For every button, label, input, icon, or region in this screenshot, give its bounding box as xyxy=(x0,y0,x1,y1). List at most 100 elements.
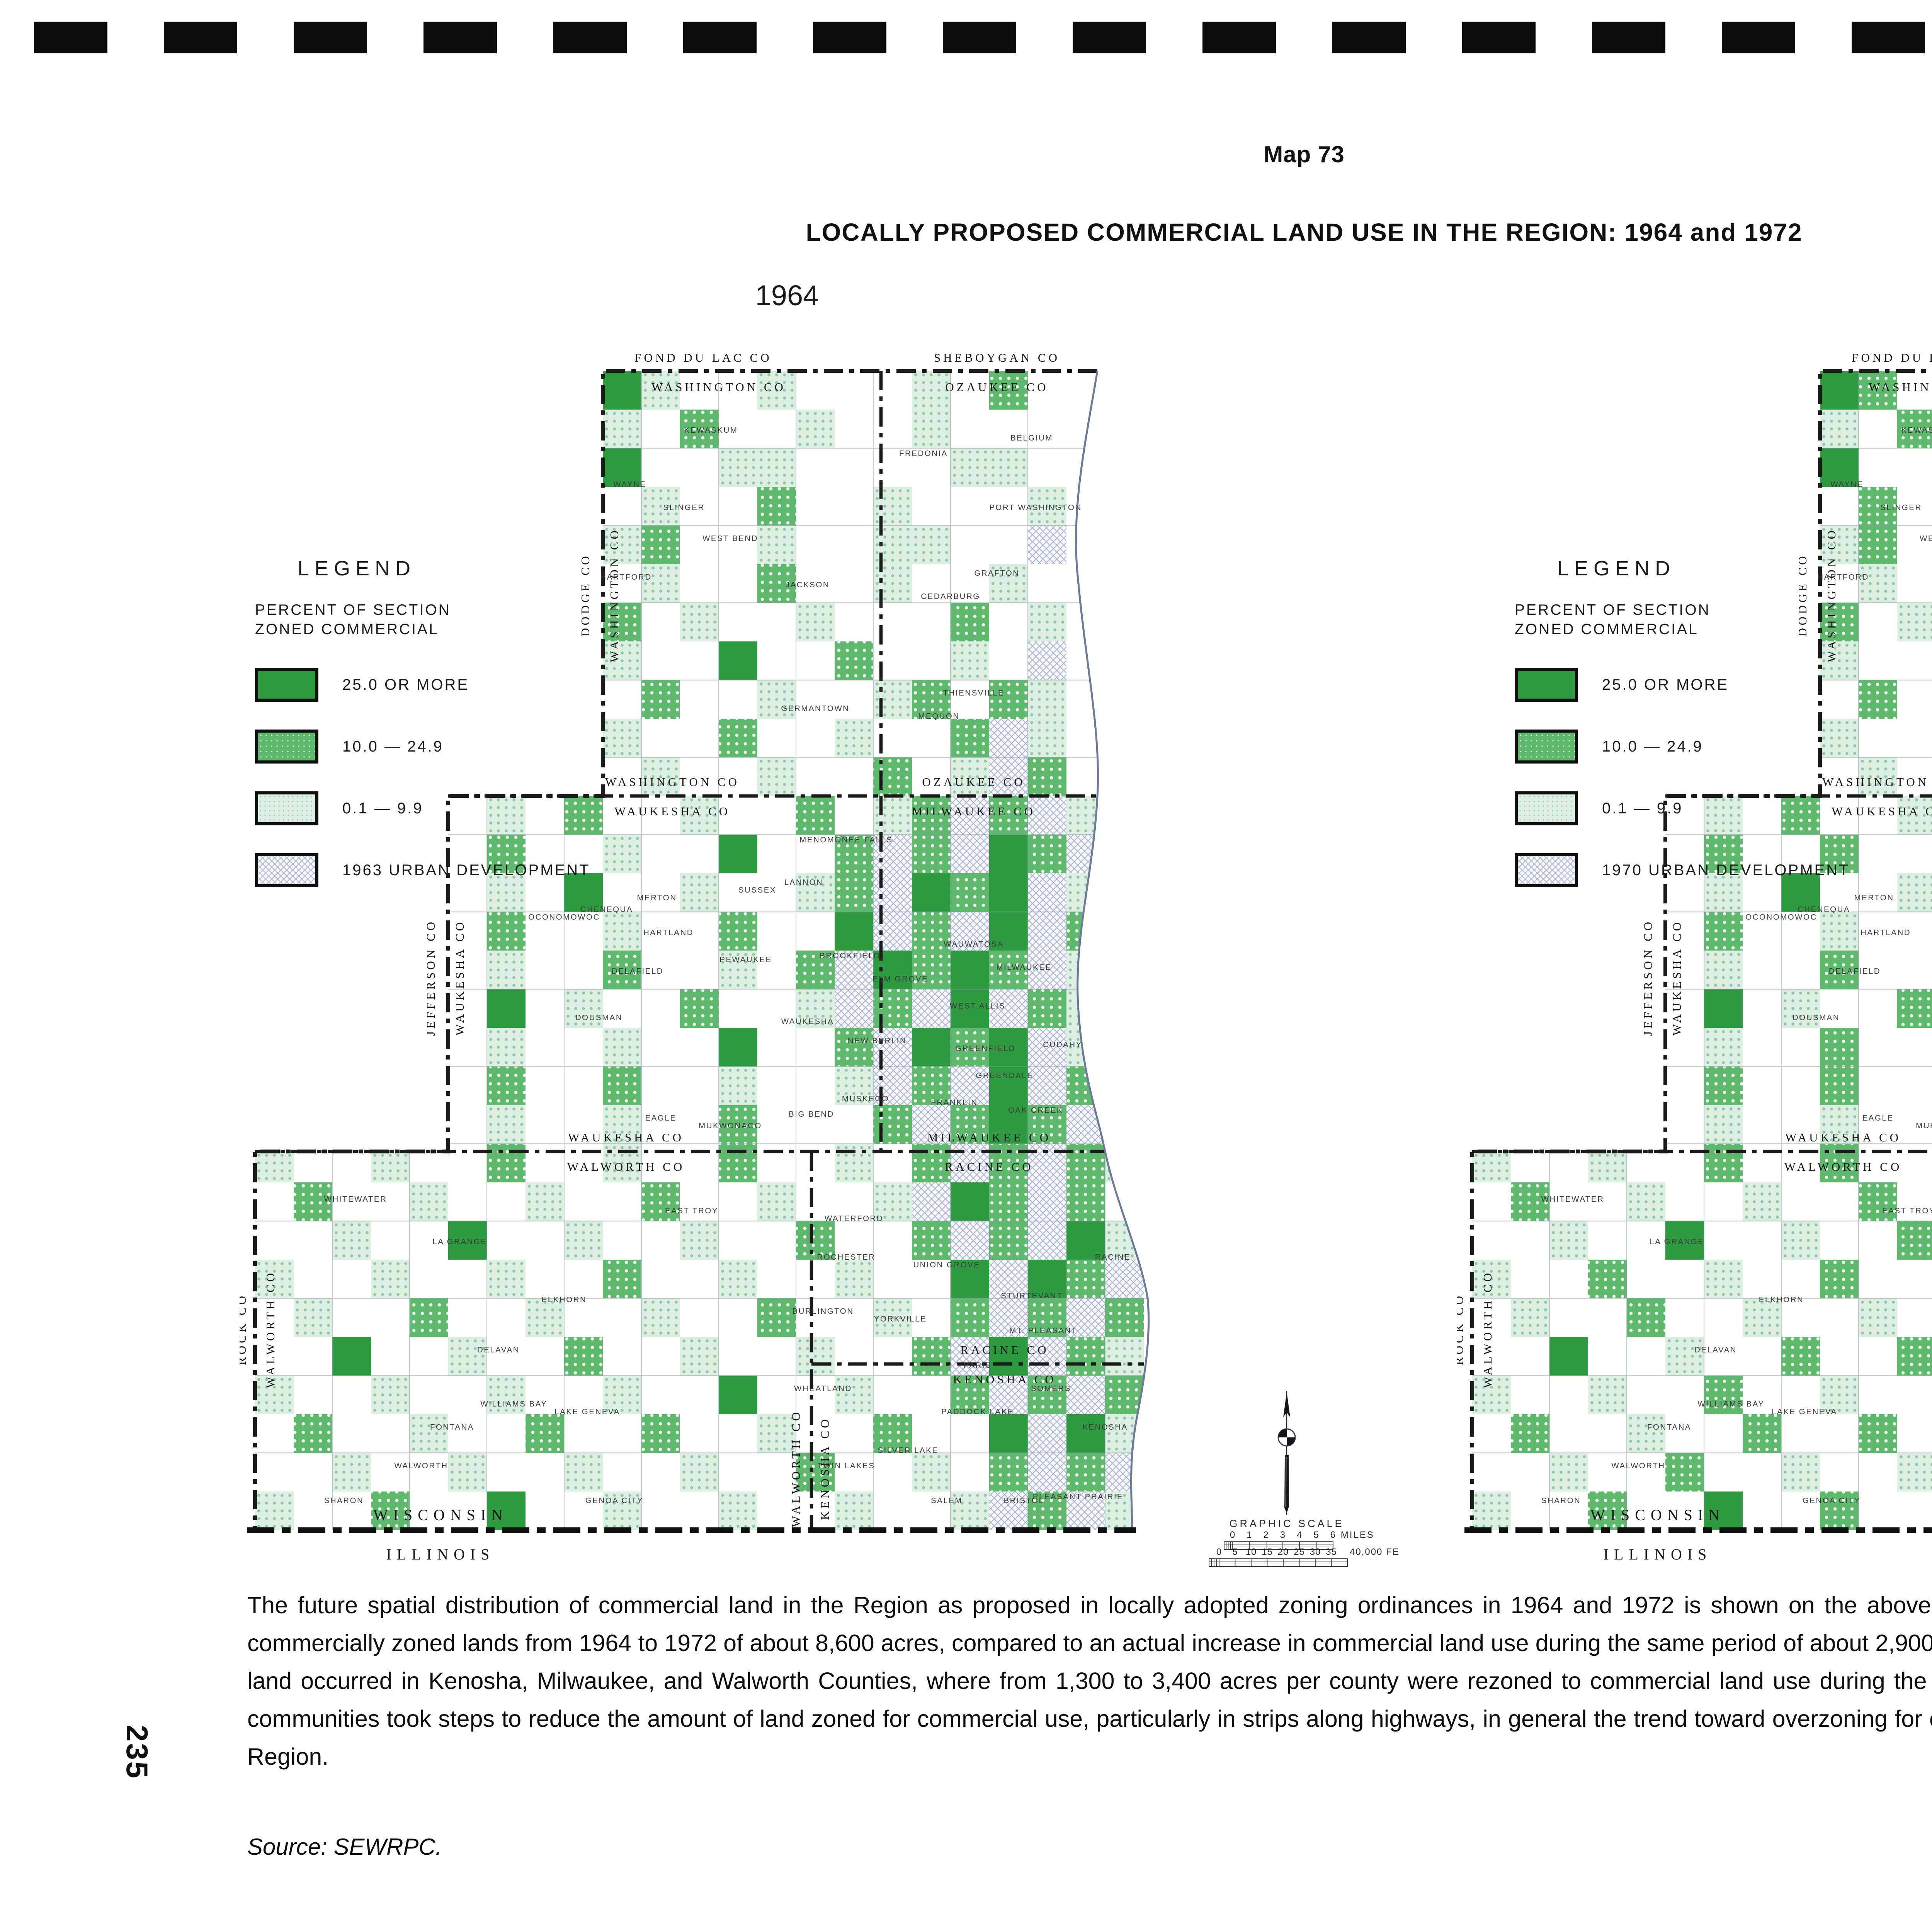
svg-text:KEWASKUM: KEWASKUM xyxy=(1901,426,1932,435)
svg-text:ELKHORN: ELKHORN xyxy=(542,1295,587,1304)
legend-subheading-line2: ZONED COMMERCIAL xyxy=(1515,621,1699,638)
svg-text:OCONOMOWOC: OCONOMOWOC xyxy=(1745,913,1817,922)
svg-text:WALWORTH CO: WALWORTH CO xyxy=(1784,1160,1902,1173)
svg-text:MUSKEGO: MUSKEGO xyxy=(842,1094,889,1103)
svg-text:LA GRANGE: LA GRANGE xyxy=(433,1237,487,1246)
legend-row: 1970 URBAN DEVELOPMENT xyxy=(1515,853,1909,887)
svg-text:WAUKESHA: WAUKESHA xyxy=(781,1017,834,1026)
svg-text:MUKWONAGO: MUKWONAGO xyxy=(1916,1121,1932,1130)
svg-text:WAUKESHA CO: WAUKESHA CO xyxy=(1670,920,1684,1036)
svg-text:JACKSON: JACKSON xyxy=(786,580,830,589)
map-number: Map 73 xyxy=(1264,141,1345,167)
svg-text:MUKWONAGO: MUKWONAGO xyxy=(699,1121,762,1130)
svg-text:5: 5 xyxy=(1313,1530,1319,1540)
svg-text:GREENDALE: GREENDALE xyxy=(976,1071,1034,1080)
svg-text:35: 35 xyxy=(1326,1547,1337,1557)
svg-text:WHITEWATER: WHITEWATER xyxy=(324,1195,387,1204)
legend-label-10-24: 10.0 — 24.9 xyxy=(342,738,444,755)
legend-label-urban-1963: 1963 URBAN DEVELOPMENT xyxy=(342,861,590,879)
svg-text:WALWORTH CO: WALWORTH CO xyxy=(264,1270,277,1388)
svg-text:MEQUON: MEQUON xyxy=(918,712,959,721)
svg-text:BRISTOL: BRISTOL xyxy=(1004,1496,1044,1505)
svg-text:SLINGER: SLINGER xyxy=(1880,503,1922,512)
legend-swatch-urban-1970 xyxy=(1515,853,1578,887)
legend-row: 0.1 — 9.9 xyxy=(255,791,649,825)
svg-text:DOUSMAN: DOUSMAN xyxy=(575,1013,622,1022)
svg-text:MILWAUKEE: MILWAUKEE xyxy=(996,963,1051,972)
svg-text:BIG BEND: BIG BEND xyxy=(789,1110,834,1119)
svg-text:WAUWATOSA: WAUWATOSA xyxy=(944,940,1004,949)
binder-holes xyxy=(34,22,1932,53)
svg-text:FRANKLIN: FRANKLIN xyxy=(931,1098,978,1107)
svg-text:HARTLAND: HARTLAND xyxy=(643,928,694,937)
svg-text:KENOSHA CO: KENOSHA CO xyxy=(953,1372,1056,1386)
svg-text:2: 2 xyxy=(1263,1530,1269,1540)
svg-text:BELGIUM: BELGIUM xyxy=(1010,434,1053,442)
legend-label-25-or-more: 25.0 OR MORE xyxy=(342,676,469,693)
legend-subheading-line2: ZONED COMMERCIAL xyxy=(255,621,439,638)
svg-text:ROCK CO: ROCK CO xyxy=(240,1293,248,1365)
svg-text:WAUKESHA CO: WAUKESHA CO xyxy=(1832,804,1932,818)
svg-text:0: 0 xyxy=(1230,1530,1235,1540)
svg-text:0: 0 xyxy=(1216,1547,1222,1557)
svg-text:40,000 FEET: 40,000 FEET xyxy=(1350,1547,1399,1557)
svg-text:DELAVAN: DELAVAN xyxy=(477,1345,520,1354)
svg-text:CHENEQUA: CHENEQUA xyxy=(580,905,633,914)
svg-text:ILLINOIS: ILLINOIS xyxy=(386,1546,495,1563)
svg-text:SILVER LAKE: SILVER LAKE xyxy=(878,1446,938,1455)
svg-text:KEWASKUM: KEWASKUM xyxy=(684,426,738,435)
svg-text:KENOSHA: KENOSHA xyxy=(1082,1423,1128,1432)
title-block: Map 73 LOCALLY PROPOSED COMMERCIAL LAND … xyxy=(247,141,1932,247)
svg-text:PARIS: PARIS xyxy=(964,1361,992,1370)
legend-heading: LEGEND xyxy=(1557,557,1676,580)
svg-text:GENOA CITY: GENOA CITY xyxy=(585,1496,643,1505)
svg-text:OZAUKEE CO: OZAUKEE CO xyxy=(945,380,1048,394)
legend-swatch-10-24 xyxy=(255,730,318,764)
svg-text:DELAVAN: DELAVAN xyxy=(1694,1345,1737,1354)
svg-text:WALWORTH: WALWORTH xyxy=(394,1461,448,1470)
svg-text:OAK CREEK: OAK CREEK xyxy=(1008,1106,1063,1115)
legend-row: 10.0 — 24.9 xyxy=(1515,730,1909,764)
svg-text:ROCHESTER: ROCHESTER xyxy=(817,1253,875,1262)
legend-label-0-9: 0.1 — 9.9 xyxy=(1602,799,1683,817)
choropleth-map-1964: FOND DU LAC CO SHEBOYGAN CO WASHINGTON CO O… xyxy=(240,351,1150,1563)
svg-text:GRAPHIC SCALE: GRAPHIC SCALE xyxy=(1229,1518,1344,1529)
svg-text:CUDAHY: CUDAHY xyxy=(1043,1040,1082,1049)
svg-text:FREDONIA: FREDONIA xyxy=(899,449,948,458)
svg-text:SHARON: SHARON xyxy=(1541,1496,1581,1505)
svg-text:1: 1 xyxy=(1247,1530,1252,1540)
svg-text:MERTON: MERTON xyxy=(637,893,677,902)
svg-text:JEFFERSON CO: JEFFERSON CO xyxy=(1641,919,1655,1036)
svg-text:FONTANA: FONTANA xyxy=(430,1423,474,1432)
svg-text:BURLINGTON: BURLINGTON xyxy=(792,1307,854,1316)
map-panel-1964: FOND DU LAC CO SHEBOYGAN CO WASHINGTON CO O… xyxy=(240,340,1194,1577)
svg-text:5: 5 xyxy=(1232,1547,1238,1557)
svg-text:WHITEWATER: WHITEWATER xyxy=(1541,1195,1604,1204)
svg-text:CEDARBURG: CEDARBURG xyxy=(921,592,980,601)
legend-row: 25.0 OR MORE xyxy=(1515,668,1909,702)
svg-text:GREENFIELD: GREENFIELD xyxy=(955,1044,1015,1053)
svg-text:WHEATLAND: WHEATLAND xyxy=(794,1384,852,1393)
svg-text:LA GRANGE: LA GRANGE xyxy=(1650,1237,1704,1246)
svg-text:MILWAUKEE CO: MILWAUKEE CO xyxy=(912,804,1036,818)
svg-text:WASHINGTON CO: WASHINGTON CO xyxy=(651,380,786,394)
legend-row: 0.1 — 9.9 xyxy=(1515,791,1909,825)
svg-text:OCONOMOWOC: OCONOMOWOC xyxy=(528,913,600,922)
source-note: Source: SEWRPC. xyxy=(247,1834,442,1860)
svg-text:GERMANTOWN: GERMANTOWN xyxy=(781,704,849,713)
svg-text:WAUKESHA CO: WAUKESHA CO xyxy=(1785,1131,1901,1144)
page-number: 235 xyxy=(120,1725,155,1780)
svg-text:THIENSVILLE: THIENSVILLE xyxy=(943,689,1005,697)
svg-text:25: 25 xyxy=(1294,1547,1305,1557)
svg-text:GENOA CITY: GENOA CITY xyxy=(1803,1496,1861,1505)
svg-text:WISCONSIN: WISCONSIN xyxy=(373,1506,508,1524)
legend-label-0-9: 0.1 — 9.9 xyxy=(342,799,423,817)
svg-text:WASHINGTON CO: WASHINGTON CO xyxy=(605,775,740,789)
legend-heading: LEGEND xyxy=(298,557,416,580)
svg-text:ILLINOIS: ILLINOIS xyxy=(1604,1546,1712,1563)
svg-text:EAST TROY: EAST TROY xyxy=(1882,1206,1932,1215)
svg-text:SHEBOYGAN CO: SHEBOYGAN CO xyxy=(934,351,1060,364)
svg-text:PADDOCK LAKE: PADDOCK LAKE xyxy=(941,1407,1014,1416)
legend-swatch-25-or-more xyxy=(1515,668,1578,702)
svg-text:OZAUKEE CO: OZAUKEE CO xyxy=(922,775,1025,789)
